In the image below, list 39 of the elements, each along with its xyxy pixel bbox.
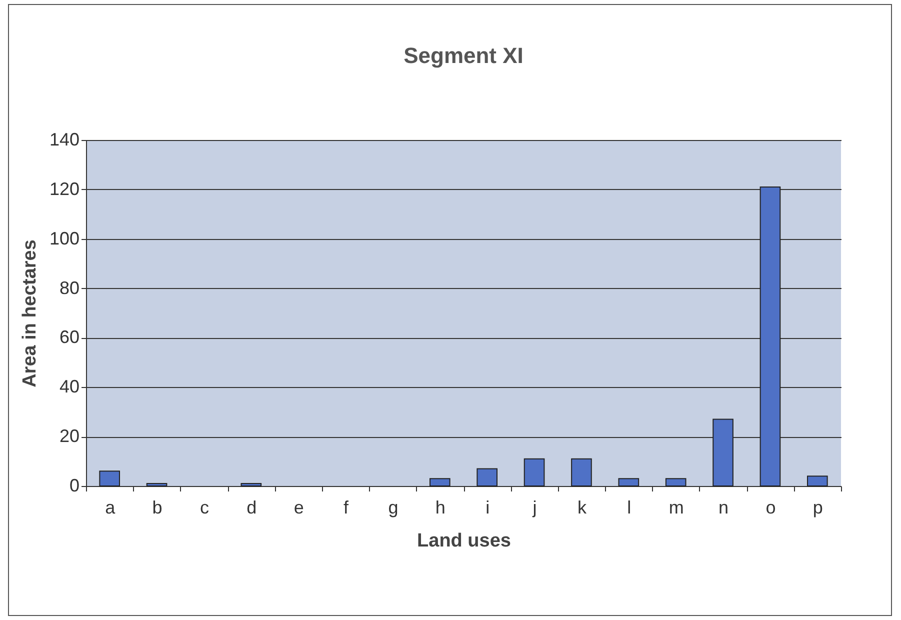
- x-tick-label: d: [246, 498, 257, 518]
- x-tick-label: m: [668, 498, 684, 518]
- bar: [524, 458, 545, 486]
- bar: [240, 483, 262, 486]
- x-tick-label: l: [627, 498, 632, 518]
- chart-title: Segment XI: [404, 43, 524, 68]
- bar: [429, 478, 450, 486]
- x-tick-label: p: [812, 498, 823, 518]
- bar: [146, 483, 168, 486]
- y-tick-label: 80: [59, 278, 80, 298]
- x-tick-label: c: [200, 498, 209, 518]
- y-tick-label: 60: [59, 327, 80, 348]
- bar: [476, 468, 498, 486]
- y-axis-title: Area in hectares: [19, 240, 40, 388]
- x-tick-label: h: [435, 498, 446, 518]
- y-tick-label: 120: [49, 178, 80, 199]
- bar: [618, 478, 640, 486]
- x-tick-label: e: [294, 498, 304, 518]
- x-tick-label: f: [344, 498, 350, 518]
- bar: [571, 458, 592, 486]
- x-tick-label: j: [532, 498, 537, 518]
- bar: [760, 186, 781, 486]
- x-tick-label: b: [152, 498, 162, 518]
- x-axis-title: Land uses: [417, 530, 511, 552]
- y-tick-label: 100: [49, 228, 80, 248]
- y-tick-label: 40: [59, 376, 80, 397]
- bar: [99, 470, 120, 486]
- x-tick-label: n: [718, 498, 729, 518]
- y-tick-label: 0: [69, 476, 80, 496]
- bar: [665, 478, 686, 486]
- y-tick-label: 140: [49, 130, 80, 150]
- y-tick-label: 20: [59, 426, 80, 446]
- x-tick-label: i: [486, 498, 490, 518]
- x-tick-label: o: [766, 498, 776, 518]
- x-tick-label: g: [388, 498, 398, 518]
- bar: [806, 476, 828, 486]
- x-tick-label: k: [577, 498, 588, 518]
- bar: [712, 418, 734, 486]
- x-tick-label: a: [105, 498, 116, 518]
